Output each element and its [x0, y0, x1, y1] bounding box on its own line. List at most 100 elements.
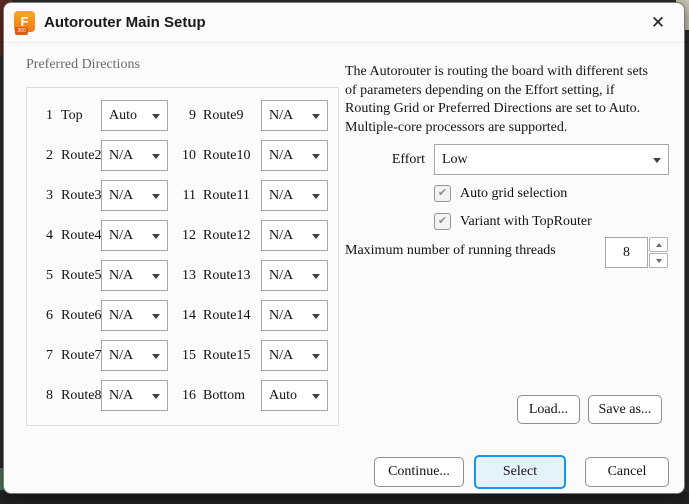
layer-number: 11 [182, 187, 196, 203]
chevron-down-icon [152, 233, 160, 239]
chevron-down-icon [312, 153, 320, 159]
layer-name: Route8 [61, 387, 102, 403]
auto-grid-label: Auto grid selection [460, 185, 568, 201]
dialog-title: Autorouter Main Setup [44, 14, 206, 31]
direction-select[interactable]: N/A [101, 180, 168, 211]
direction-select[interactable]: N/A [261, 100, 328, 131]
check-icon: ✔ [437, 215, 448, 227]
spinner-down-button[interactable] [649, 253, 668, 268]
direction-value: N/A [109, 307, 134, 323]
layer-number: 6 [46, 307, 53, 323]
app-icon-letter: F [14, 10, 35, 32]
direction-value: N/A [109, 147, 134, 163]
close-icon[interactable]: ✕ [650, 13, 666, 32]
layer-number: 5 [46, 267, 53, 283]
direction-select[interactable]: Auto [101, 100, 168, 131]
direction-value: N/A [109, 347, 134, 363]
direction-value: N/A [269, 227, 294, 243]
layer-number: 2 [46, 147, 53, 163]
chevron-down-icon [312, 313, 320, 319]
effort-label: Effort [391, 151, 425, 167]
direction-select[interactable]: N/A [101, 220, 168, 251]
max-threads-label: Maximum number of running threads [345, 243, 556, 258]
chevron-down-icon [152, 393, 160, 399]
cancel-button[interactable]: Cancel [585, 457, 669, 487]
save-as-button[interactable]: Save as... [588, 395, 662, 424]
direction-select[interactable]: N/A [261, 340, 328, 371]
direction-select[interactable]: N/A [261, 220, 328, 251]
layer-name: Route5 [61, 267, 102, 283]
background-bottom [0, 492, 689, 504]
effort-row: Effort Low [345, 144, 669, 175]
load-button[interactable]: Load... [517, 395, 580, 424]
layer-number: 3 [46, 187, 53, 203]
layer-number: 8 [46, 387, 53, 403]
continue-button[interactable]: Continue... [374, 457, 464, 487]
direction-value: N/A [269, 187, 294, 203]
layer-number: 10 [182, 147, 196, 163]
direction-value: N/A [269, 347, 294, 363]
layer-number: 16 [182, 387, 196, 403]
fusion360-app-icon: F 360 [14, 10, 35, 35]
layer-number: 14 [182, 307, 196, 323]
layer-number: 15 [182, 347, 196, 363]
direction-row: 8 Route8 N/A 16 Bottom Auto [39, 380, 339, 411]
effort-value: Low [442, 151, 468, 167]
direction-select[interactable]: Auto [261, 380, 328, 411]
layer-name: Top [61, 107, 83, 123]
layer-name: Route11 [203, 187, 250, 203]
preferred-directions-groupbox [26, 87, 339, 426]
chevron-down-icon [152, 113, 160, 119]
layer-number: 7 [46, 347, 53, 363]
direction-select[interactable]: N/A [101, 140, 168, 171]
toprouter-label: Variant with TopRouter [460, 213, 592, 229]
max-threads-input[interactable]: 8 [605, 237, 648, 268]
chevron-down-icon [312, 233, 320, 239]
direction-value: N/A [109, 267, 134, 283]
direction-row: 5 Route5 N/A 13 Route13 N/A [39, 260, 339, 291]
layer-number: 1 [46, 107, 53, 123]
chevron-down-icon [152, 353, 160, 359]
titlebar: F 360 Autorouter Main Setup ✕ [4, 3, 684, 43]
chevron-down-icon [653, 157, 661, 163]
layer-number: 9 [189, 107, 196, 123]
auto-grid-checkbox[interactable]: ✔ [434, 185, 451, 202]
layer-name: Route9 [203, 107, 244, 123]
triangle-up-icon [655, 242, 662, 247]
effort-select[interactable]: Low [434, 144, 669, 175]
direction-select[interactable]: N/A [261, 300, 328, 331]
chevron-down-icon [312, 273, 320, 279]
select-button[interactable]: Select [474, 455, 566, 489]
direction-row: 3 Route3 N/A 11 Route11 N/A [39, 180, 339, 211]
chevron-down-icon [312, 393, 320, 399]
toprouter-checkbox[interactable]: ✔ [434, 213, 451, 230]
layer-number: 13 [182, 267, 196, 283]
chevron-down-icon [152, 313, 160, 319]
direction-select[interactable]: N/A [101, 340, 168, 371]
direction-row: 6 Route6 N/A 14 Route14 N/A [39, 300, 339, 331]
direction-row: 1 Top Auto 9 Route9 N/A [39, 100, 339, 131]
layer-name: Route10 [203, 147, 251, 163]
direction-value: N/A [269, 147, 294, 163]
direction-select[interactable]: N/A [261, 140, 328, 171]
layer-name: Route15 [203, 347, 251, 363]
triangle-down-icon [655, 258, 662, 263]
layer-name: Bottom [203, 387, 246, 403]
direction-select[interactable]: N/A [101, 260, 168, 291]
direction-value: N/A [109, 187, 134, 203]
direction-select[interactable]: N/A [101, 300, 168, 331]
spinner-up-button[interactable] [649, 237, 668, 252]
autorouter-main-setup-dialog: F 360 Autorouter Main Setup ✕ Preferred … [3, 2, 685, 494]
direction-value: N/A [269, 267, 294, 283]
chevron-down-icon [152, 193, 160, 199]
layer-number: 4 [46, 227, 53, 243]
direction-select[interactable]: N/A [261, 180, 328, 211]
direction-select[interactable]: N/A [261, 260, 328, 291]
direction-select[interactable]: N/A [101, 380, 168, 411]
direction-row: 7 Route7 N/A 15 Route15 N/A [39, 340, 339, 371]
layer-name: Route14 [203, 307, 251, 323]
direction-value: N/A [269, 307, 294, 323]
variant-toprouter-row: ✔ Variant with TopRouter [434, 213, 592, 230]
direction-value: Auto [269, 387, 297, 403]
layer-name: Route6 [61, 307, 102, 323]
